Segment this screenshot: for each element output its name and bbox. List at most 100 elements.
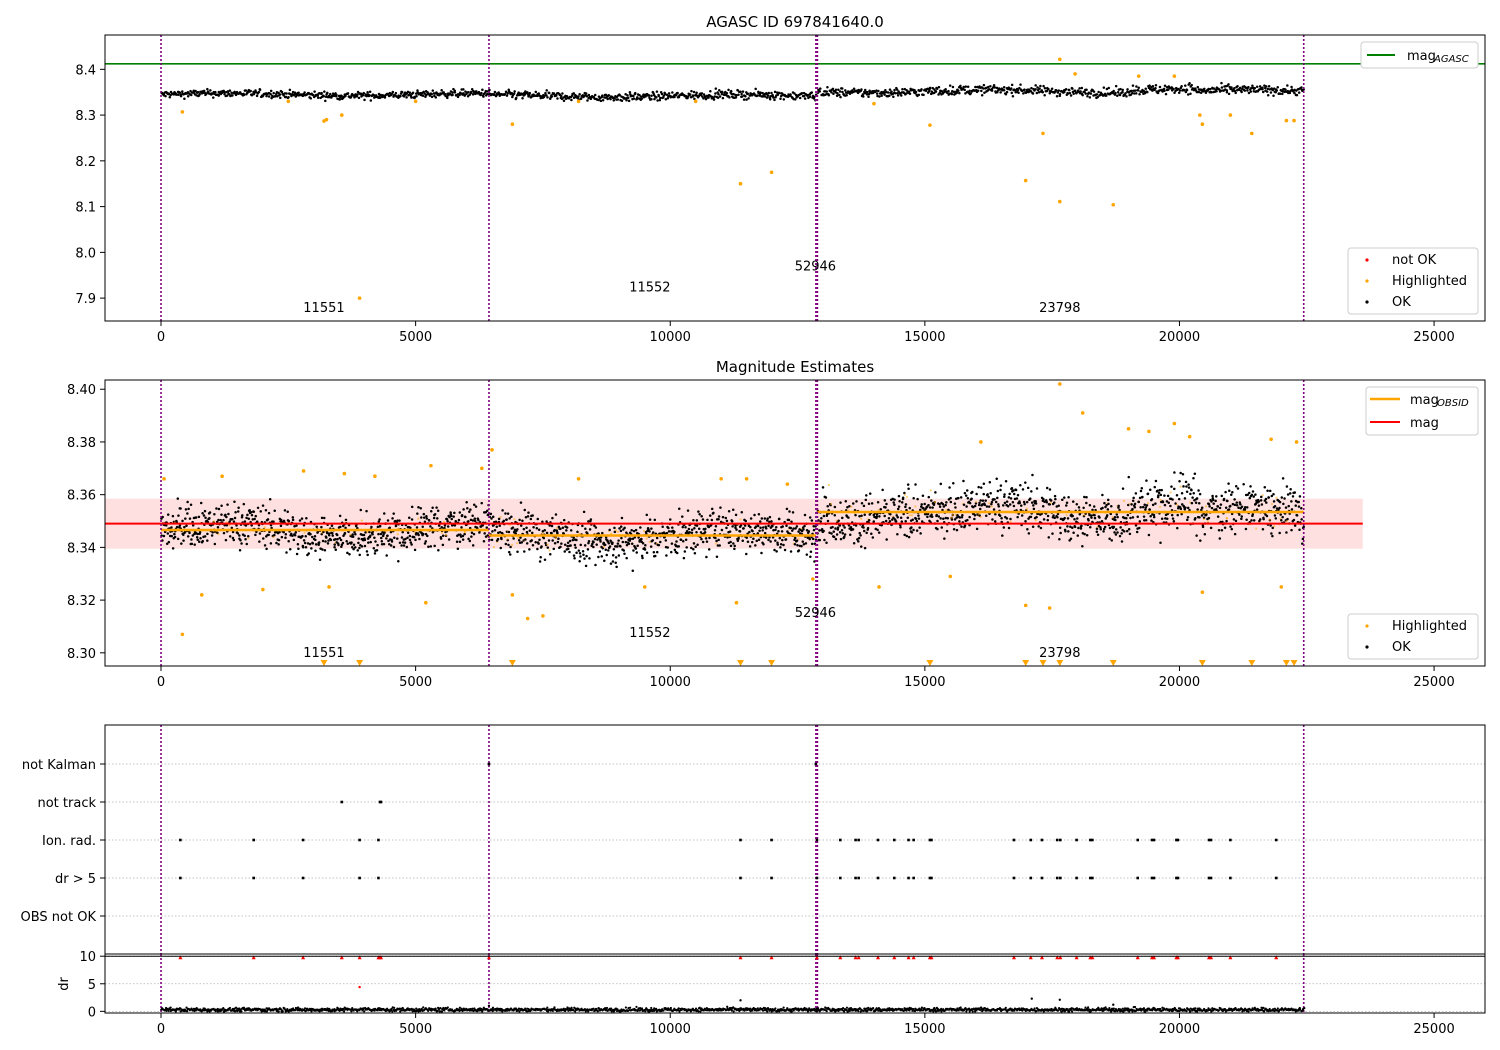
ok-point	[841, 516, 844, 520]
ok-point	[1041, 504, 1045, 508]
ok-point	[388, 526, 392, 529]
y-tick-label: 8.38	[67, 436, 96, 451]
ok-point	[593, 524, 596, 527]
ok-point	[240, 542, 243, 545]
ok-point	[298, 519, 302, 522]
ok-point	[378, 518, 381, 521]
ok-point	[624, 540, 628, 544]
ok-point	[729, 544, 733, 548]
ok-point	[1068, 91, 1072, 95]
ok-point	[1252, 519, 1256, 522]
ok-point	[792, 527, 795, 530]
ok-point	[471, 519, 475, 522]
flag-point	[1229, 838, 1232, 842]
ok-point	[346, 542, 350, 545]
ok-point	[317, 541, 321, 544]
flag-point	[1075, 838, 1078, 842]
ok-point	[951, 513, 955, 517]
ok-point	[1251, 84, 1254, 87]
ok-point	[269, 542, 273, 545]
ok-point	[1301, 537, 1305, 541]
ok-point	[631, 569, 635, 573]
ok-point	[475, 90, 478, 93]
ok-point	[477, 518, 480, 522]
ok-point	[1246, 493, 1249, 497]
ok-point	[1131, 84, 1135, 87]
ok-point	[566, 544, 569, 548]
ok-point	[1009, 520, 1012, 523]
dr-point	[415, 1007, 418, 1010]
ok-point	[717, 88, 721, 92]
highlighted-point	[429, 463, 433, 468]
ok-point	[1194, 517, 1197, 520]
ok-point	[417, 505, 420, 509]
ok-point	[955, 528, 959, 532]
ok-point	[1297, 500, 1300, 504]
ok-point	[579, 97, 583, 100]
ok-point	[961, 514, 964, 517]
ok-point	[789, 526, 793, 530]
legend-label-ok: OK	[1392, 640, 1411, 655]
ok-point	[1066, 517, 1070, 520]
ok-point	[292, 538, 296, 542]
ok-point	[1203, 533, 1207, 536]
ok-point	[737, 93, 740, 96]
ok-point	[173, 532, 176, 536]
ok-point	[442, 91, 445, 94]
ok-point	[1091, 508, 1094, 512]
ok-point	[408, 534, 412, 538]
ok-point	[528, 548, 531, 551]
ok-point	[1103, 525, 1107, 529]
ok-point	[1008, 503, 1012, 506]
ok-point	[1125, 516, 1128, 520]
ok-point	[182, 533, 185, 537]
ok-point	[626, 96, 630, 100]
ok-point	[942, 505, 946, 508]
ok-point	[405, 96, 408, 99]
ok-point	[1290, 508, 1294, 511]
ok-point	[614, 529, 618, 532]
ok-point	[474, 505, 478, 508]
ok-point	[669, 518, 672, 521]
highlighted-point	[1294, 440, 1299, 444]
ok-point	[391, 517, 394, 520]
ok-point	[1137, 526, 1141, 530]
ok-point	[1247, 85, 1250, 89]
ok-point	[357, 537, 360, 540]
ok-point	[267, 95, 271, 98]
ok-point	[1133, 92, 1136, 95]
ok-point	[548, 549, 551, 552]
ok-point	[811, 537, 815, 541]
ok-point	[992, 83, 996, 87]
ok-point	[966, 496, 970, 500]
ok-point	[616, 530, 619, 534]
ok-point	[446, 525, 450, 528]
ok-point	[1051, 532, 1054, 535]
ok-point	[576, 530, 579, 534]
ok-point	[560, 542, 563, 545]
ok-point	[818, 538, 822, 542]
flag-point	[907, 876, 910, 880]
ok-point	[1179, 507, 1183, 511]
ok-point	[514, 96, 518, 100]
ok-point	[612, 548, 616, 551]
ok-point	[677, 545, 680, 548]
below-range-marker	[320, 660, 328, 666]
legend-upper: mag AGASC	[1360, 41, 1479, 69]
ok-point	[623, 552, 626, 556]
ok-point	[702, 93, 706, 96]
ok-point	[1177, 91, 1181, 95]
highlighted-point	[1228, 113, 1233, 117]
ok-point	[1205, 513, 1208, 516]
ok-point	[541, 532, 544, 535]
ok-point	[1281, 92, 1284, 96]
y-tick-label: 8.0	[75, 246, 96, 261]
ok-point	[1225, 517, 1229, 520]
ok-point	[426, 534, 429, 538]
highlighted-point	[1187, 434, 1192, 439]
ok-point	[1008, 492, 1011, 496]
dr-point	[186, 1010, 189, 1013]
ok-point	[308, 542, 312, 546]
ok-point	[1123, 530, 1126, 533]
